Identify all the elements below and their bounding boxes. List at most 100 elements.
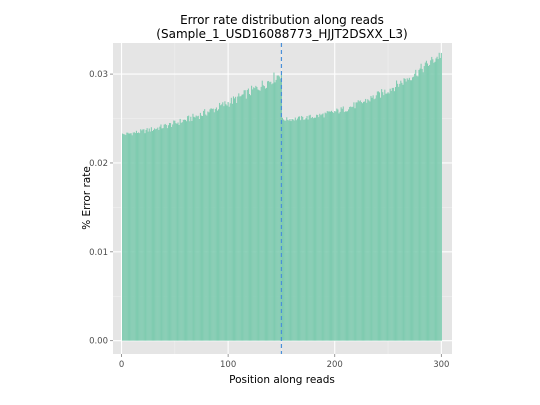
error-bar	[301, 115, 303, 341]
error-bar	[409, 80, 411, 341]
error-bar	[335, 111, 337, 341]
error-bar	[426, 63, 429, 341]
error-bar	[141, 130, 143, 341]
error-bar	[147, 131, 149, 341]
error-bar	[318, 117, 320, 341]
error-bar	[170, 123, 172, 341]
error-bar	[380, 97, 382, 341]
error-bar	[130, 133, 132, 341]
error-bar	[331, 110, 333, 341]
error-bar	[224, 101, 226, 341]
error-bar	[193, 116, 195, 341]
error-bar	[291, 118, 293, 341]
error-bar	[307, 119, 309, 341]
error-bar	[167, 125, 169, 341]
error-bar	[189, 121, 191, 341]
error-bar	[181, 122, 183, 341]
error-bar	[384, 89, 386, 341]
error-bar	[300, 120, 302, 341]
error-bar	[126, 132, 128, 341]
error-bar	[192, 113, 194, 341]
error-bar	[433, 62, 435, 341]
x-tick-label: 200	[327, 360, 343, 370]
error-bar	[316, 114, 318, 341]
error-bar	[353, 102, 355, 341]
error-bar	[430, 60, 432, 341]
error-bar	[332, 112, 334, 341]
error-bar	[306, 116, 308, 341]
error-bar	[361, 103, 363, 341]
error-bar	[220, 105, 222, 341]
error-bar	[208, 112, 210, 341]
error-bar	[243, 90, 245, 341]
error-bar	[374, 98, 376, 341]
error-bar	[405, 81, 407, 341]
error-bar	[425, 60, 427, 341]
error-bar	[124, 134, 126, 341]
error-bar	[138, 132, 140, 341]
error-bar	[177, 122, 179, 341]
error-bar	[305, 118, 307, 341]
error-bar	[407, 79, 409, 341]
error-bar	[432, 59, 434, 341]
error-bar	[219, 102, 221, 341]
error-bar	[158, 129, 160, 341]
error-bar	[311, 116, 313, 341]
error-bar	[416, 75, 418, 341]
error-bar	[173, 120, 175, 341]
error-bar	[276, 75, 278, 341]
y-axis-ticks: 0.00 0.01 0.02 0.03	[89, 70, 113, 347]
error-bar	[262, 85, 264, 341]
error-bar	[376, 91, 378, 341]
error-bar	[283, 119, 285, 341]
error-bar	[178, 124, 180, 341]
error-bar	[231, 103, 233, 341]
x-tick-label: 300	[433, 360, 449, 370]
error-bar	[183, 119, 185, 341]
error-bar	[197, 115, 199, 341]
y-axis-title: % Error rate	[81, 166, 93, 230]
error-bar	[128, 133, 130, 341]
error-bar	[155, 129, 157, 341]
error-bar	[249, 95, 252, 341]
error-bar	[278, 76, 280, 341]
error-bar	[429, 64, 431, 341]
error-bar	[338, 113, 340, 341]
error-bar	[435, 58, 437, 341]
error-bar	[215, 107, 217, 341]
error-bar	[226, 105, 228, 341]
error-bar	[322, 113, 324, 341]
error-bar	[248, 94, 250, 341]
error-bar	[385, 93, 387, 341]
error-bar	[206, 115, 208, 341]
error-bar	[333, 112, 335, 341]
error-bar	[390, 90, 392, 341]
error-bar	[383, 95, 385, 341]
error-bar	[392, 87, 394, 341]
error-bar	[225, 104, 227, 341]
error-bar	[402, 84, 404, 341]
error-bar	[419, 68, 421, 341]
error-bar	[328, 111, 330, 341]
y-tick-label: 0.01	[89, 248, 108, 258]
error-bar	[261, 80, 263, 341]
error-bar	[267, 81, 269, 341]
error-bar	[218, 109, 220, 341]
error-bar	[393, 91, 395, 341]
error-bar	[182, 119, 184, 341]
error-bar	[369, 101, 371, 341]
error-bar	[312, 118, 314, 341]
error-bar	[388, 93, 390, 341]
error-bar	[281, 117, 284, 341]
error-bar	[284, 120, 286, 341]
error-bar	[125, 135, 127, 341]
error-bar	[253, 87, 255, 341]
error-bar	[190, 116, 192, 341]
error-bar	[377, 91, 379, 341]
error-bar	[241, 94, 243, 341]
error-bars	[122, 52, 442, 341]
error-bar	[345, 111, 347, 341]
error-bar	[386, 93, 388, 341]
error-bar	[356, 102, 358, 341]
error-bar	[256, 87, 258, 341]
